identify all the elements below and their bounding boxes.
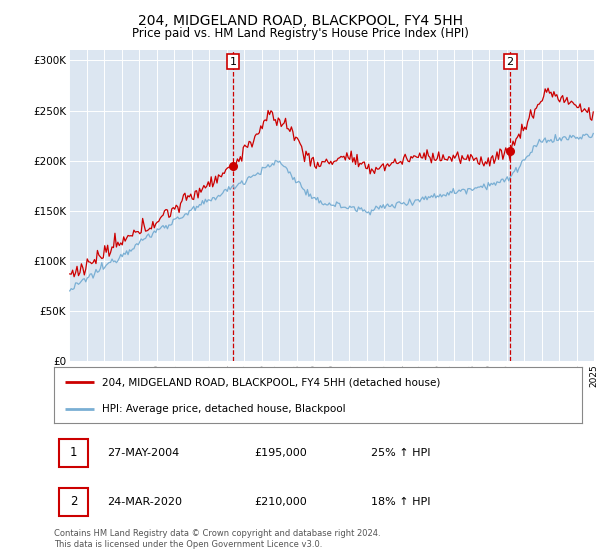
Text: 2: 2 <box>506 57 514 67</box>
Text: 1: 1 <box>70 446 77 459</box>
Text: 2: 2 <box>70 496 77 508</box>
Text: 204, MIDGELAND ROAD, BLACKPOOL, FY4 5HH (detached house): 204, MIDGELAND ROAD, BLACKPOOL, FY4 5HH … <box>101 377 440 388</box>
Text: 204, MIDGELAND ROAD, BLACKPOOL, FY4 5HH: 204, MIDGELAND ROAD, BLACKPOOL, FY4 5HH <box>137 14 463 28</box>
Text: 24-MAR-2020: 24-MAR-2020 <box>107 497 182 507</box>
Text: 1: 1 <box>229 57 236 67</box>
Text: £195,000: £195,000 <box>254 448 307 458</box>
Text: Contains HM Land Registry data © Crown copyright and database right 2024.
This d: Contains HM Land Registry data © Crown c… <box>54 529 380 549</box>
Text: 18% ↑ HPI: 18% ↑ HPI <box>371 497 430 507</box>
FancyBboxPatch shape <box>59 488 88 516</box>
Text: £210,000: £210,000 <box>254 497 307 507</box>
Text: HPI: Average price, detached house, Blackpool: HPI: Average price, detached house, Blac… <box>101 404 345 414</box>
Text: 25% ↑ HPI: 25% ↑ HPI <box>371 448 430 458</box>
Text: 27-MAY-2004: 27-MAY-2004 <box>107 448 179 458</box>
FancyBboxPatch shape <box>59 439 88 466</box>
Text: Price paid vs. HM Land Registry's House Price Index (HPI): Price paid vs. HM Land Registry's House … <box>131 27 469 40</box>
